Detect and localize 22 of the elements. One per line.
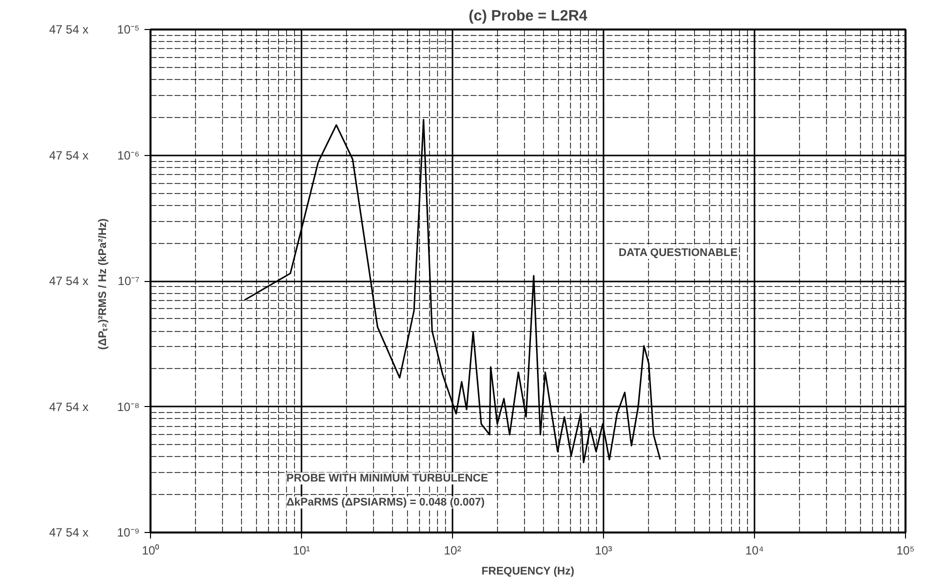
y-tick-label: 10⁻⁸ <box>117 400 140 414</box>
text: 47 54 x <box>49 148 89 162</box>
text: 47 54 x <box>49 400 89 414</box>
y-tick-label: 10⁻⁹ <box>117 526 140 540</box>
x-tick-label: 10⁵ <box>896 544 915 558</box>
x-tick-label: 10⁰ <box>142 544 160 558</box>
text: 47 54 x <box>49 22 89 36</box>
text: 47 54 x <box>49 526 89 540</box>
x-tick-label: 10¹ <box>292 544 310 558</box>
y-axis-title: (ΔPₜ₂)²RMS / Hz (kPa²/Hz) <box>97 218 110 350</box>
y-tick-label: 10⁻⁵ <box>117 22 140 36</box>
x-tick-label: 10⁴ <box>745 544 764 558</box>
y-tick-label: 10⁻⁶ <box>117 148 140 162</box>
annotation: PROBE WITH MINIMUM TURBULENCE <box>286 472 488 484</box>
text: 47 54 x <box>49 274 89 288</box>
x-tick-label: 10³ <box>594 544 612 558</box>
y-tick-label: 10⁻⁷ <box>118 274 140 288</box>
annotation: DATA QUESTIONABLE <box>618 246 738 259</box>
annotation: ΔkPaRMS (ΔPSIARMS) = 0.048 (0.007) <box>286 496 486 508</box>
x-tick-label: 10² <box>444 544 462 558</box>
x-axis-title: FREQUENCY (Hz) <box>482 566 575 578</box>
chart-title: (c) Probe = L2R4 <box>468 8 588 24</box>
